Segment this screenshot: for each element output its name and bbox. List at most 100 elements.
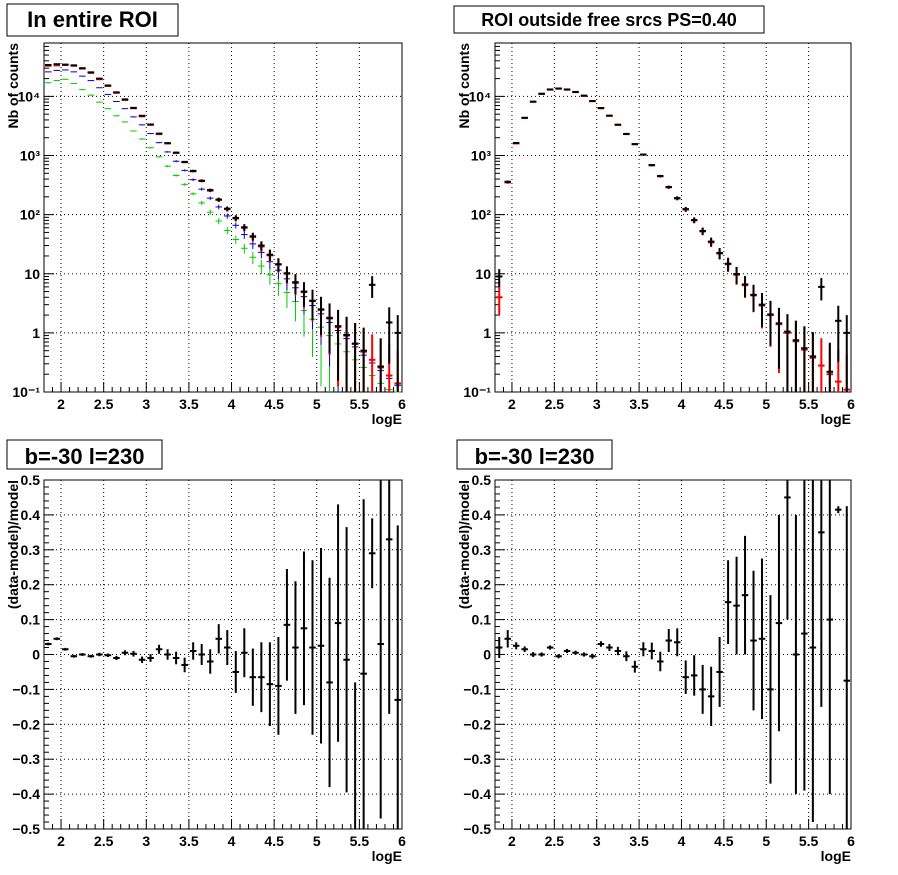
data-point [45,82,52,84]
data-point [326,577,333,788]
data-point [121,121,129,123]
data-point [181,183,188,186]
data-point [172,151,180,154]
y-tick-label: 10³ [20,148,41,164]
data-point [198,187,205,191]
x-tick-label: 4.5 [714,396,734,412]
data-point [750,284,757,312]
data-point [241,230,248,239]
data-point [317,548,325,744]
x-tick-label: 6 [398,833,406,849]
x-tick-label: 3.5 [179,833,199,849]
data-point [79,75,86,77]
data-point [121,108,129,110]
data-point [232,215,240,221]
y-tick-label: 10³ [471,148,492,164]
x-tick-label: 4.5 [264,396,284,412]
data-point [826,480,834,795]
data-point [189,192,197,196]
data-point [181,657,188,673]
data-point [96,101,103,103]
data-point [275,637,282,735]
data-point [657,174,664,178]
data-point [87,94,95,96]
data-point [232,222,240,229]
x-axis-label: logE [821,848,851,864]
title-text: b=-30 l=230 [25,444,145,469]
data-point [640,153,647,156]
y-tick-label: −0.5 [463,821,491,837]
y-tick-label: 0.2 [21,577,41,593]
data-point [334,309,342,381]
y-axis-label: (data-model)/model [456,480,472,609]
title-text: b=-30 l=230 [475,444,595,469]
data-point [121,650,129,656]
data-point [79,653,86,656]
data-point [784,480,791,620]
y-tick-label: −0.3 [12,751,40,767]
x-tick-label: 5.5 [350,833,370,849]
data-point [266,642,274,727]
y-tick-label: −0.1 [12,681,40,697]
title-box [6,3,179,37]
data-point [198,644,205,665]
plot-frame [43,42,403,393]
x-tick-label: 3.5 [629,396,649,412]
data-point [623,651,630,662]
data-point [113,115,120,117]
data-point [215,624,222,654]
data-point [181,169,188,172]
data-point [87,654,95,658]
data-point [538,652,545,657]
y-tick-label: 0.1 [472,612,492,628]
data-point [62,78,69,80]
data-point [155,142,163,144]
x-tick-label: 4 [678,833,686,849]
x-tick-label: 2.5 [545,396,565,412]
y-tick-label: 0.3 [472,542,492,558]
data-point [606,114,613,117]
data-point [241,224,248,231]
data-point [360,499,367,829]
x-tick-label: 4.5 [714,833,734,849]
data-point [224,206,231,212]
data-point [147,123,154,126]
y-axis-label: (data-model)/model [5,480,21,609]
y-tick-label: 0.2 [472,577,492,593]
data-point [589,100,596,103]
x-axis-label: logE [372,411,402,427]
data-point [767,300,774,346]
x-axis-label: logE [821,411,851,427]
y-tick-label: 1 [32,325,40,341]
x-tick-label: 3 [142,396,150,412]
data-point [309,560,316,735]
data-point [818,338,825,392]
data-point [172,174,180,177]
data-point [707,237,715,247]
x-tick-label: 2 [57,396,65,412]
data-point [758,292,766,327]
x-axis-label: logE [372,848,402,864]
data-point [733,556,740,655]
x-tick-label: 3 [593,833,601,849]
data-point [326,303,333,354]
data-point [614,646,622,656]
data-point [164,649,171,660]
data-point [674,196,681,201]
y-tick-label: 0 [483,647,491,663]
data-point [826,342,834,392]
data-point [198,200,205,206]
data-point [241,628,248,678]
data-point [147,133,154,135]
data-point [147,654,154,662]
data-point [300,282,308,307]
data-point [716,248,723,259]
data-point [758,558,766,720]
data-point [189,642,197,660]
data-point [215,197,222,202]
y-tick-label: 0.5 [472,472,492,488]
data-point [104,108,112,110]
y-tick-label: 10 [475,266,491,282]
